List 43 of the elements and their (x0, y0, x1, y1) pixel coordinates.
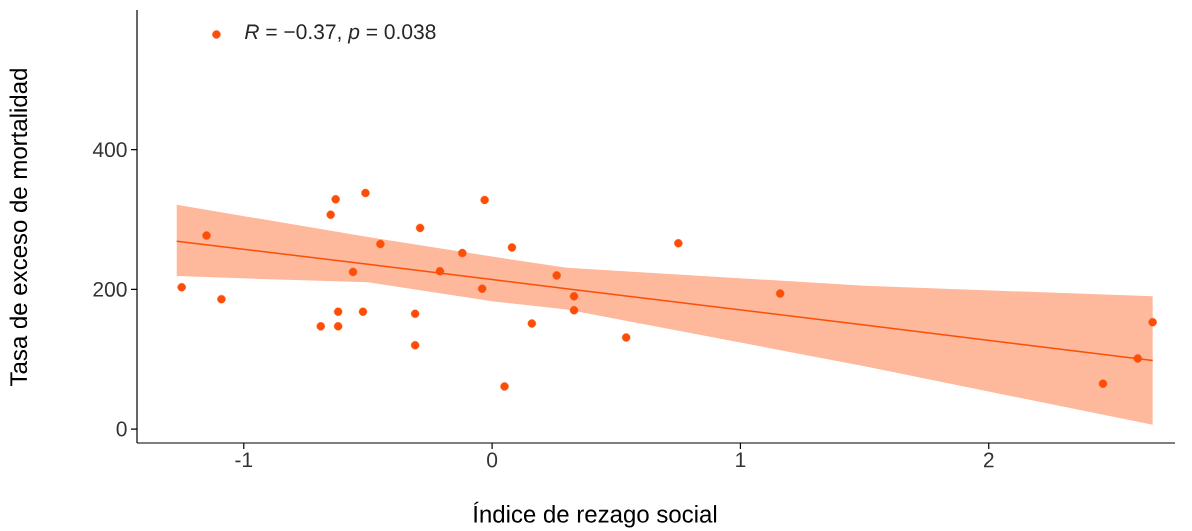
y-tick-label: 200 (93, 281, 127, 297)
point (458, 248, 467, 258)
point (1133, 354, 1142, 363)
point (333, 322, 343, 331)
point (480, 195, 489, 205)
point (331, 195, 340, 204)
line-series (175, 240, 1154, 362)
point (477, 284, 487, 293)
point (415, 223, 425, 233)
y-axis-title: Tasa de exceso de mortalidad (9, 69, 28, 386)
x-tick-label: 1 (736, 452, 746, 467)
point (177, 283, 186, 292)
y-tick-label: 0 (116, 421, 127, 437)
point (775, 289, 785, 298)
point (410, 341, 420, 350)
point (500, 382, 509, 391)
x-tick-label: -1 (235, 452, 253, 467)
x-tick-label: 2 (983, 452, 994, 468)
point (1098, 379, 1108, 388)
point (507, 243, 517, 252)
point (217, 294, 226, 304)
point (410, 309, 420, 318)
point (622, 333, 631, 342)
point (326, 210, 335, 219)
point (569, 306, 579, 315)
point (527, 319, 537, 328)
point (361, 188, 370, 198)
point (376, 239, 385, 249)
point (333, 307, 343, 316)
point (212, 30, 221, 39)
point (674, 239, 683, 248)
point (552, 271, 561, 280)
point (1148, 317, 1157, 327)
y-tick-label: 400 (92, 142, 127, 158)
point (348, 267, 358, 277)
point (316, 322, 325, 331)
x-axis-title: Índice de rezago social (473, 501, 717, 528)
point (202, 231, 211, 240)
point (358, 307, 368, 316)
point (569, 292, 579, 301)
annotation: R = −0.37, p = 0.038 (244, 24, 436, 44)
x-tick-label: 0 (487, 452, 498, 468)
point (435, 267, 445, 276)
